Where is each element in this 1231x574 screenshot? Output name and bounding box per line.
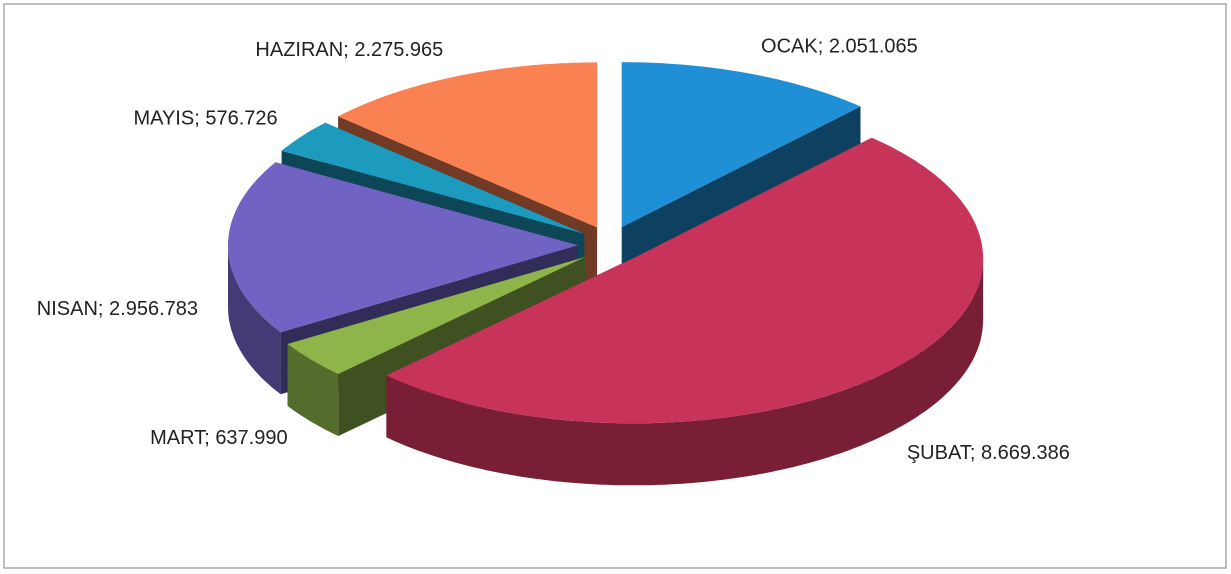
label-separator: ;	[194, 108, 205, 130]
slice-top	[287, 257, 585, 374]
label-separator: ;	[98, 298, 109, 320]
data-label: MAYIS; 576.726	[133, 108, 277, 130]
label-category: ŞUBAT	[907, 442, 972, 464]
label-category: NISAN	[37, 298, 98, 320]
data-label: OCAK; 2.051.065	[761, 36, 918, 58]
label-value: 2.051.065	[829, 36, 918, 58]
slice-wall	[228, 245, 281, 395]
label-category: OCAK	[761, 36, 818, 58]
data-label: HAZIRAN; 2.275.965	[255, 39, 443, 61]
label-value: 576.726	[205, 108, 277, 130]
label-value: 2.275.965	[354, 39, 443, 61]
data-label: MART; 637.990	[150, 427, 288, 449]
slice-top	[228, 162, 578, 333]
label-separator: ;	[818, 36, 829, 58]
label-value: 637.990	[215, 427, 287, 449]
label-separator: ;	[204, 427, 215, 449]
slice-wall	[287, 344, 339, 436]
label-category: MAYIS	[133, 108, 194, 130]
slice-wall	[386, 258, 984, 486]
data-label: ŞUBAT; 8.669.386	[907, 442, 1070, 464]
slice-top	[281, 122, 585, 234]
slice-top	[386, 137, 984, 424]
slice	[386, 137, 984, 486]
label-category: HAZIRAN	[255, 39, 343, 61]
data-label: NISAN; 2.956.783	[37, 298, 198, 320]
label-separator: ;	[343, 39, 354, 61]
slice-side	[287, 257, 585, 406]
label-value: 2.956.783	[109, 298, 198, 320]
label-value: 8.669.386	[981, 442, 1070, 464]
label-category: MART	[150, 427, 206, 449]
slice-top	[338, 62, 598, 228]
label-separator: ;	[970, 442, 981, 464]
slice-top	[621, 62, 861, 228]
